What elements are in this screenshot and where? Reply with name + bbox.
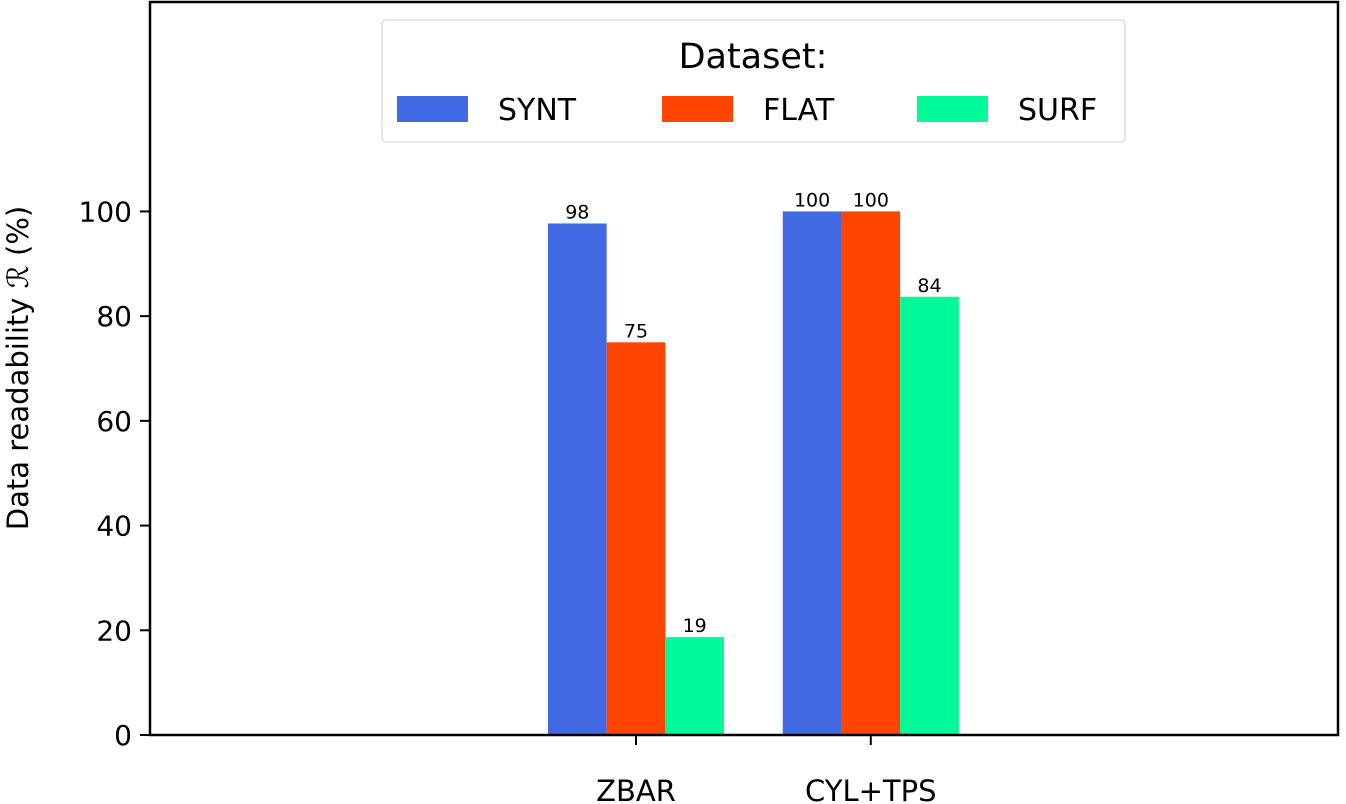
x-tick-label: ZBAR	[596, 774, 676, 804]
x-tick-label: CYL+TPS	[805, 774, 937, 804]
y-axis-label: Data readability ℛ (%)	[1, 206, 35, 530]
legend-label-flat: FLAT	[763, 93, 835, 128]
legend-swatch-surf	[917, 96, 988, 122]
y-tick-label: 60	[96, 405, 132, 438]
legend: Dataset: SYNT FLAT SURF	[381, 19, 1126, 143]
bar-value-label: 100	[794, 189, 830, 211]
y-tick-label: 0	[114, 719, 132, 752]
bar-value-label: 75	[624, 320, 648, 342]
bar-surf-cyl+tps	[900, 296, 959, 735]
bar-flat-zbar	[606, 342, 666, 735]
plot-frame	[148, 0, 1340, 737]
bar-value-label: 98	[565, 201, 589, 223]
bar-value-label: 100	[853, 189, 889, 211]
bar-surf-zbar	[665, 637, 725, 735]
legend-label-synt: SYNT	[498, 93, 577, 128]
legend-swatch-flat	[662, 96, 733, 122]
bar-synt-cyl+tps	[782, 211, 842, 735]
bar-synt-zbar	[547, 223, 607, 736]
y-tick-label: 20	[96, 614, 132, 647]
legend-title: Dataset:	[679, 37, 828, 77]
legend-swatch-synt	[397, 96, 468, 122]
bar-flat-cyl+tps	[841, 211, 901, 735]
bar-value-label: 84	[917, 275, 941, 297]
y-tick-label: 80	[96, 300, 132, 333]
bar-value-label: 19	[683, 615, 707, 637]
legend-label-surf: SURF	[1018, 93, 1097, 128]
y-tick-label: 40	[96, 510, 132, 543]
y-tick-label: 100	[79, 195, 132, 228]
